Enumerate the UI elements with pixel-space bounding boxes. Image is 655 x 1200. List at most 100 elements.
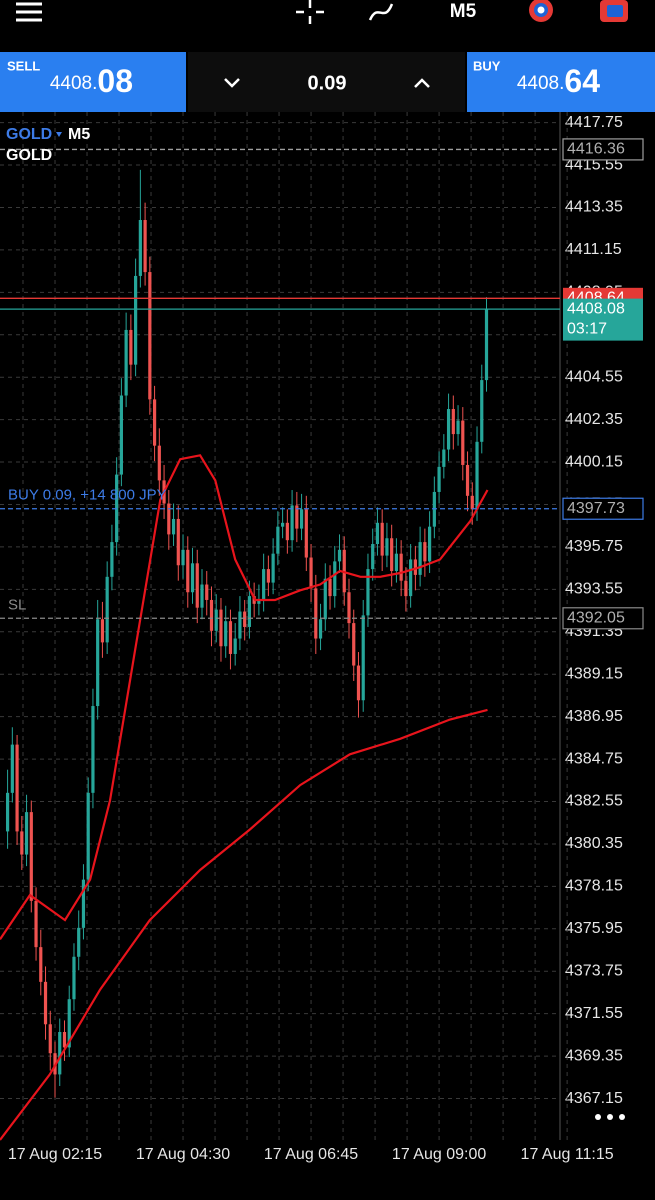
candle-body — [10, 744, 14, 793]
more-button[interactable] — [595, 1114, 625, 1120]
candle-body — [451, 409, 455, 435]
candle-body — [243, 611, 247, 627]
y-tick-label: 4378.15 — [565, 878, 623, 895]
moving-average — [0, 708, 488, 1141]
candle-body — [356, 665, 361, 701]
x-tick-label: 17 Aug 02:15 — [8, 1146, 102, 1163]
menu-button[interactable] — [16, 2, 42, 22]
candle-body — [285, 522, 289, 541]
buy-button[interactable] — [467, 52, 655, 112]
level-text: BUY 0.09, +14 800 JPY — [8, 487, 167, 504]
candle-body — [15, 744, 19, 832]
candle-body — [48, 1024, 52, 1054]
candle-body — [461, 420, 465, 465]
y-tick-label: 4411.15 — [565, 241, 622, 258]
candle-body — [342, 549, 346, 593]
symbol-dropdown[interactable] — [56, 132, 62, 137]
price-label-box — [562, 497, 644, 520]
candle-body — [394, 553, 399, 572]
chart-overlay: GOLD M5 GOLD 4416.364408.644408.0803:17B… — [6, 126, 644, 1120]
candle-body — [304, 509, 308, 558]
candle-body — [475, 441, 479, 510]
candle-body — [20, 831, 24, 855]
buy-label: BUY — [473, 58, 501, 73]
indicators-button[interactable] — [368, 3, 394, 21]
candle-body — [110, 542, 114, 577]
buy-price: 4408.64 — [517, 63, 600, 99]
price-label: 4397.73 — [567, 500, 625, 517]
crosshair-button[interactable] — [296, 0, 324, 24]
y-tick-label: 4402.35 — [565, 411, 623, 428]
candle-body — [385, 538, 389, 556]
price-label: 4416.36 — [567, 141, 625, 158]
candle-body — [446, 409, 451, 450]
candle-body — [100, 619, 105, 643]
x-tick-label: 17 Aug 06:45 — [264, 1146, 358, 1163]
candle-body — [323, 578, 327, 620]
quotes-button[interactable] — [600, 0, 628, 22]
y-tick-label: 4417.75 — [565, 114, 623, 131]
candle-body — [186, 549, 190, 593]
sell-price: 4408.08 — [50, 63, 133, 99]
candle-body — [366, 569, 370, 616]
candle-body — [190, 563, 195, 593]
candle-body — [77, 927, 81, 957]
y-tick-label: 4367.15 — [565, 1090, 623, 1107]
y-tick-label: 4382.55 — [565, 793, 623, 810]
y-tick-label: 4413.35 — [565, 199, 623, 216]
volume-up[interactable] — [414, 78, 430, 88]
candle-body — [470, 495, 474, 510]
candle-body — [29, 812, 33, 901]
candle-body — [299, 509, 304, 529]
moving-average — [0, 454, 489, 941]
candle-body — [24, 812, 29, 855]
volume-down[interactable] — [224, 78, 240, 88]
candle-body — [337, 549, 342, 562]
candle-body — [143, 220, 147, 273]
sell-button[interactable] — [0, 52, 186, 112]
candle-body — [43, 981, 48, 1025]
candle-body — [157, 445, 161, 481]
candle-body — [390, 538, 394, 572]
candle-body — [409, 559, 413, 597]
candle-body — [276, 526, 280, 554]
candle-body — [167, 503, 171, 535]
candle-body — [96, 619, 100, 707]
y-tick-label: 4389.15 — [565, 665, 623, 682]
y-tick-label: 4395.75 — [565, 538, 623, 555]
timeframe-button[interactable]: M5 — [450, 1, 477, 22]
candle-body — [81, 879, 86, 928]
candle-body — [371, 544, 375, 570]
candle-body — [480, 380, 484, 442]
x-tick-label: 17 Aug 04:30 — [136, 1146, 230, 1163]
candle-body — [171, 518, 176, 535]
chart-timeframe: M5 — [68, 126, 90, 143]
candle-body — [428, 526, 432, 562]
chart-symbol: GOLD — [6, 126, 52, 143]
candle-body — [134, 275, 138, 365]
candle-body — [271, 553, 275, 583]
candle-body — [375, 522, 380, 545]
y-tick-label: 4404.55 — [565, 368, 623, 385]
candle-body — [129, 329, 133, 365]
price-label-box — [562, 138, 644, 161]
candle-body — [380, 522, 384, 556]
candle-body — [119, 395, 123, 475]
x-tick-label: 17 Aug 09:00 — [392, 1146, 486, 1163]
candle-body — [413, 559, 417, 575]
candle-body — [148, 272, 152, 400]
candle-body — [58, 1031, 62, 1075]
candle-body — [247, 596, 252, 627]
candle-body — [418, 542, 422, 575]
volume-value[interactable]: 0.09 — [308, 72, 347, 94]
candle-body — [423, 542, 427, 562]
price-label-box — [562, 607, 644, 630]
candle-body — [228, 621, 233, 654]
candle-body — [34, 900, 38, 948]
trade-button[interactable] — [529, 0, 553, 22]
candle-body — [442, 449, 446, 467]
y-tick-label: 4384.75 — [565, 750, 623, 767]
candle-body — [233, 638, 237, 654]
